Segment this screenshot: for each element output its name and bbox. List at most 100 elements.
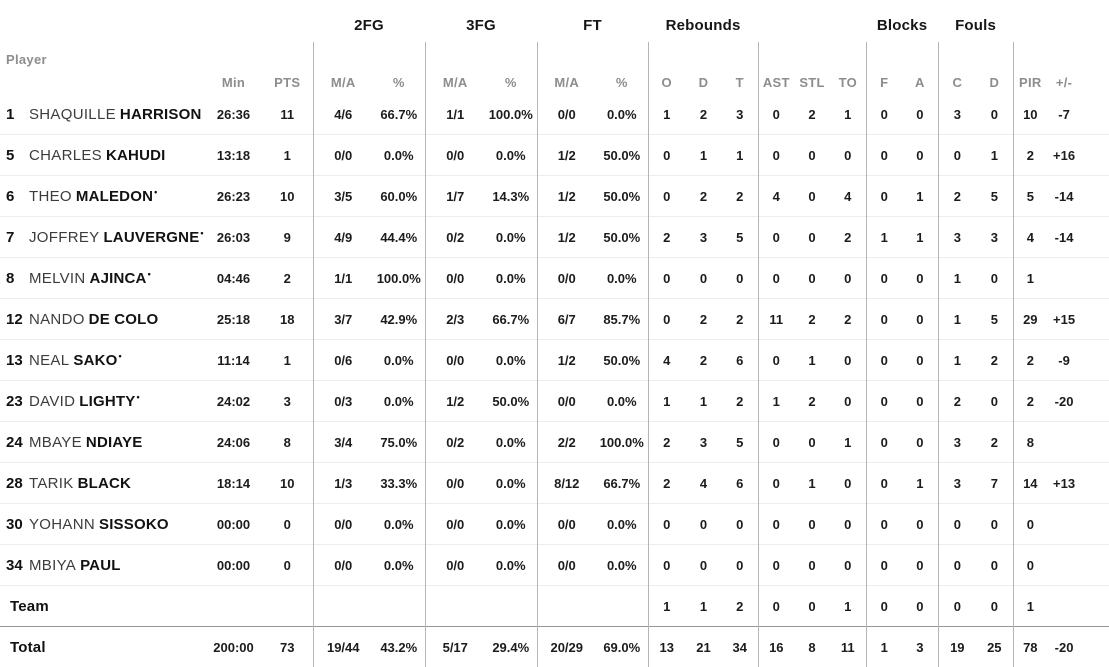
cell-stl: 0 — [794, 422, 830, 463]
cell-2fg-pct: 0.0% — [373, 340, 425, 381]
cell-reb-t: 2 — [722, 299, 758, 340]
cell-3fg-pct: 0.0% — [485, 545, 537, 586]
cell-min: 00:00 — [205, 545, 262, 586]
cell-pir: 8 — [1013, 422, 1047, 463]
cell-reb-o: 0 — [648, 545, 685, 586]
cell-foul-c: 3 — [938, 463, 976, 504]
group-header-row: 2FG 3FG FT Rebounds Blocks Fouls — [0, 0, 1109, 42]
cell-stl: 0 — [794, 217, 830, 258]
cell-3fg-pct: 14.3% — [485, 176, 537, 217]
cell-ast: 0 — [758, 504, 794, 545]
cell-3fg-ma: 0/0 — [425, 545, 485, 586]
cell-blk-a: 0 — [902, 340, 938, 381]
cell-plusminus: +15 — [1047, 299, 1081, 340]
col-header-2fg-pct: % — [373, 42, 425, 94]
cell-foul-d: 3 — [976, 217, 1013, 258]
cell-reb-t: 0 — [722, 258, 758, 299]
cell-reb-d: 2 — [685, 299, 722, 340]
col-header-reb-d: D — [685, 42, 722, 94]
cell-stl: 2 — [794, 299, 830, 340]
cell-pir: 0 — [1013, 545, 1047, 586]
cell-foul-d: 2 — [976, 340, 1013, 381]
cell-spacer — [1081, 586, 1109, 627]
cell-pir: 2 — [1013, 135, 1047, 176]
cell-3fg-ma: 0/0 — [425, 135, 485, 176]
cell-3fg-pct: 50.0% — [485, 381, 537, 422]
cell-pts: 1 — [262, 340, 313, 381]
cell-blk-f: 1 — [866, 627, 902, 667]
cell-foul-c: 1 — [938, 258, 976, 299]
cell-to: 0 — [830, 504, 866, 545]
cell-2fg-ma: 3/5 — [313, 176, 373, 217]
group-header-spacer — [0, 0, 313, 42]
player-last-name: SISSOKO — [99, 516, 169, 533]
cell-plusminus: -20 — [1047, 381, 1081, 422]
cell-to: 1 — [830, 586, 866, 627]
player-first-name: MBIYA — [29, 557, 76, 574]
cell-3fg-pct: 0.0% — [485, 504, 537, 545]
col-header-pir: PIR — [1013, 42, 1047, 94]
cell-min: 11:14 — [205, 340, 262, 381]
cell-reb-o: 13 — [648, 627, 685, 667]
cell-pir: 2 — [1013, 381, 1047, 422]
cell-reb-d: 0 — [685, 504, 722, 545]
cell-ft-pct — [596, 586, 648, 627]
cell-blk-a: 0 — [902, 586, 938, 627]
cell-ast: 11 — [758, 299, 794, 340]
cell-foul-c: 1 — [938, 299, 976, 340]
cell-foul-d: 1 — [976, 135, 1013, 176]
cell-stl: 1 — [794, 340, 830, 381]
cell-ft-ma: 20/29 — [537, 627, 596, 667]
cell-reb-d: 1 — [685, 381, 722, 422]
cell-blk-f: 0 — [866, 545, 902, 586]
cell-blk-f: 0 — [866, 258, 902, 299]
cell-ft-ma: 2/2 — [537, 422, 596, 463]
cell-pir: 1 — [1013, 586, 1047, 627]
cell-2fg-ma: 1/1 — [313, 258, 373, 299]
cell-ft-ma — [537, 586, 596, 627]
cell-to: 0 — [830, 545, 866, 586]
starter-marker: • — [119, 351, 122, 361]
col-header-2fg-ma: M/A — [313, 42, 373, 94]
col-header-3fg-pct: % — [485, 42, 537, 94]
cell-ast: 0 — [758, 340, 794, 381]
player-last-name: NDIAYE — [86, 434, 143, 451]
cell-plusminus: -9 — [1047, 340, 1081, 381]
cell-foul-c: 2 — [938, 381, 976, 422]
cell-foul-d: 0 — [976, 94, 1013, 135]
cell-stl: 2 — [794, 94, 830, 135]
cell-stl: 1 — [794, 463, 830, 504]
col-header-pts: PTS — [262, 42, 313, 94]
cell-foul-c: 0 — [938, 545, 976, 586]
cell-reb-d: 21 — [685, 627, 722, 667]
cell-reb-t: 34 — [722, 627, 758, 667]
cell-ft-ma: 8/12 — [537, 463, 596, 504]
cell-reb-d: 1 — [685, 586, 722, 627]
cell-ft-ma: 0/0 — [537, 381, 596, 422]
jersey-number: 30 — [6, 516, 26, 533]
col-header-reb-o: O — [648, 42, 685, 94]
cell-pir: 5 — [1013, 176, 1047, 217]
cell-3fg-pct: 0.0% — [485, 258, 537, 299]
starter-marker: • — [148, 269, 151, 279]
cell-2fg-ma: 0/0 — [313, 135, 373, 176]
cell-ft-pct: 50.0% — [596, 176, 648, 217]
cell-to: 0 — [830, 135, 866, 176]
cell-reb-o: 1 — [648, 94, 685, 135]
cell-stl: 0 — [794, 545, 830, 586]
jersey-number: 6 — [6, 188, 26, 205]
cell-foul-c: 3 — [938, 422, 976, 463]
player-first-name: CHARLES — [29, 147, 102, 164]
jersey-number: 7 — [6, 229, 26, 246]
cell-reb-o: 1 — [648, 381, 685, 422]
cell-stl: 0 — [794, 504, 830, 545]
cell-to: 1 — [830, 422, 866, 463]
cell-ft-pct: 0.0% — [596, 94, 648, 135]
cell-blk-f: 0 — [866, 340, 902, 381]
cell-ft-pct: 69.0% — [596, 627, 648, 667]
cell-2fg-pct: 42.9% — [373, 299, 425, 340]
group-header-2fg: 2FG — [313, 0, 425, 42]
cell-3fg-ma: 0/0 — [425, 463, 485, 504]
cell-ft-pct: 50.0% — [596, 340, 648, 381]
